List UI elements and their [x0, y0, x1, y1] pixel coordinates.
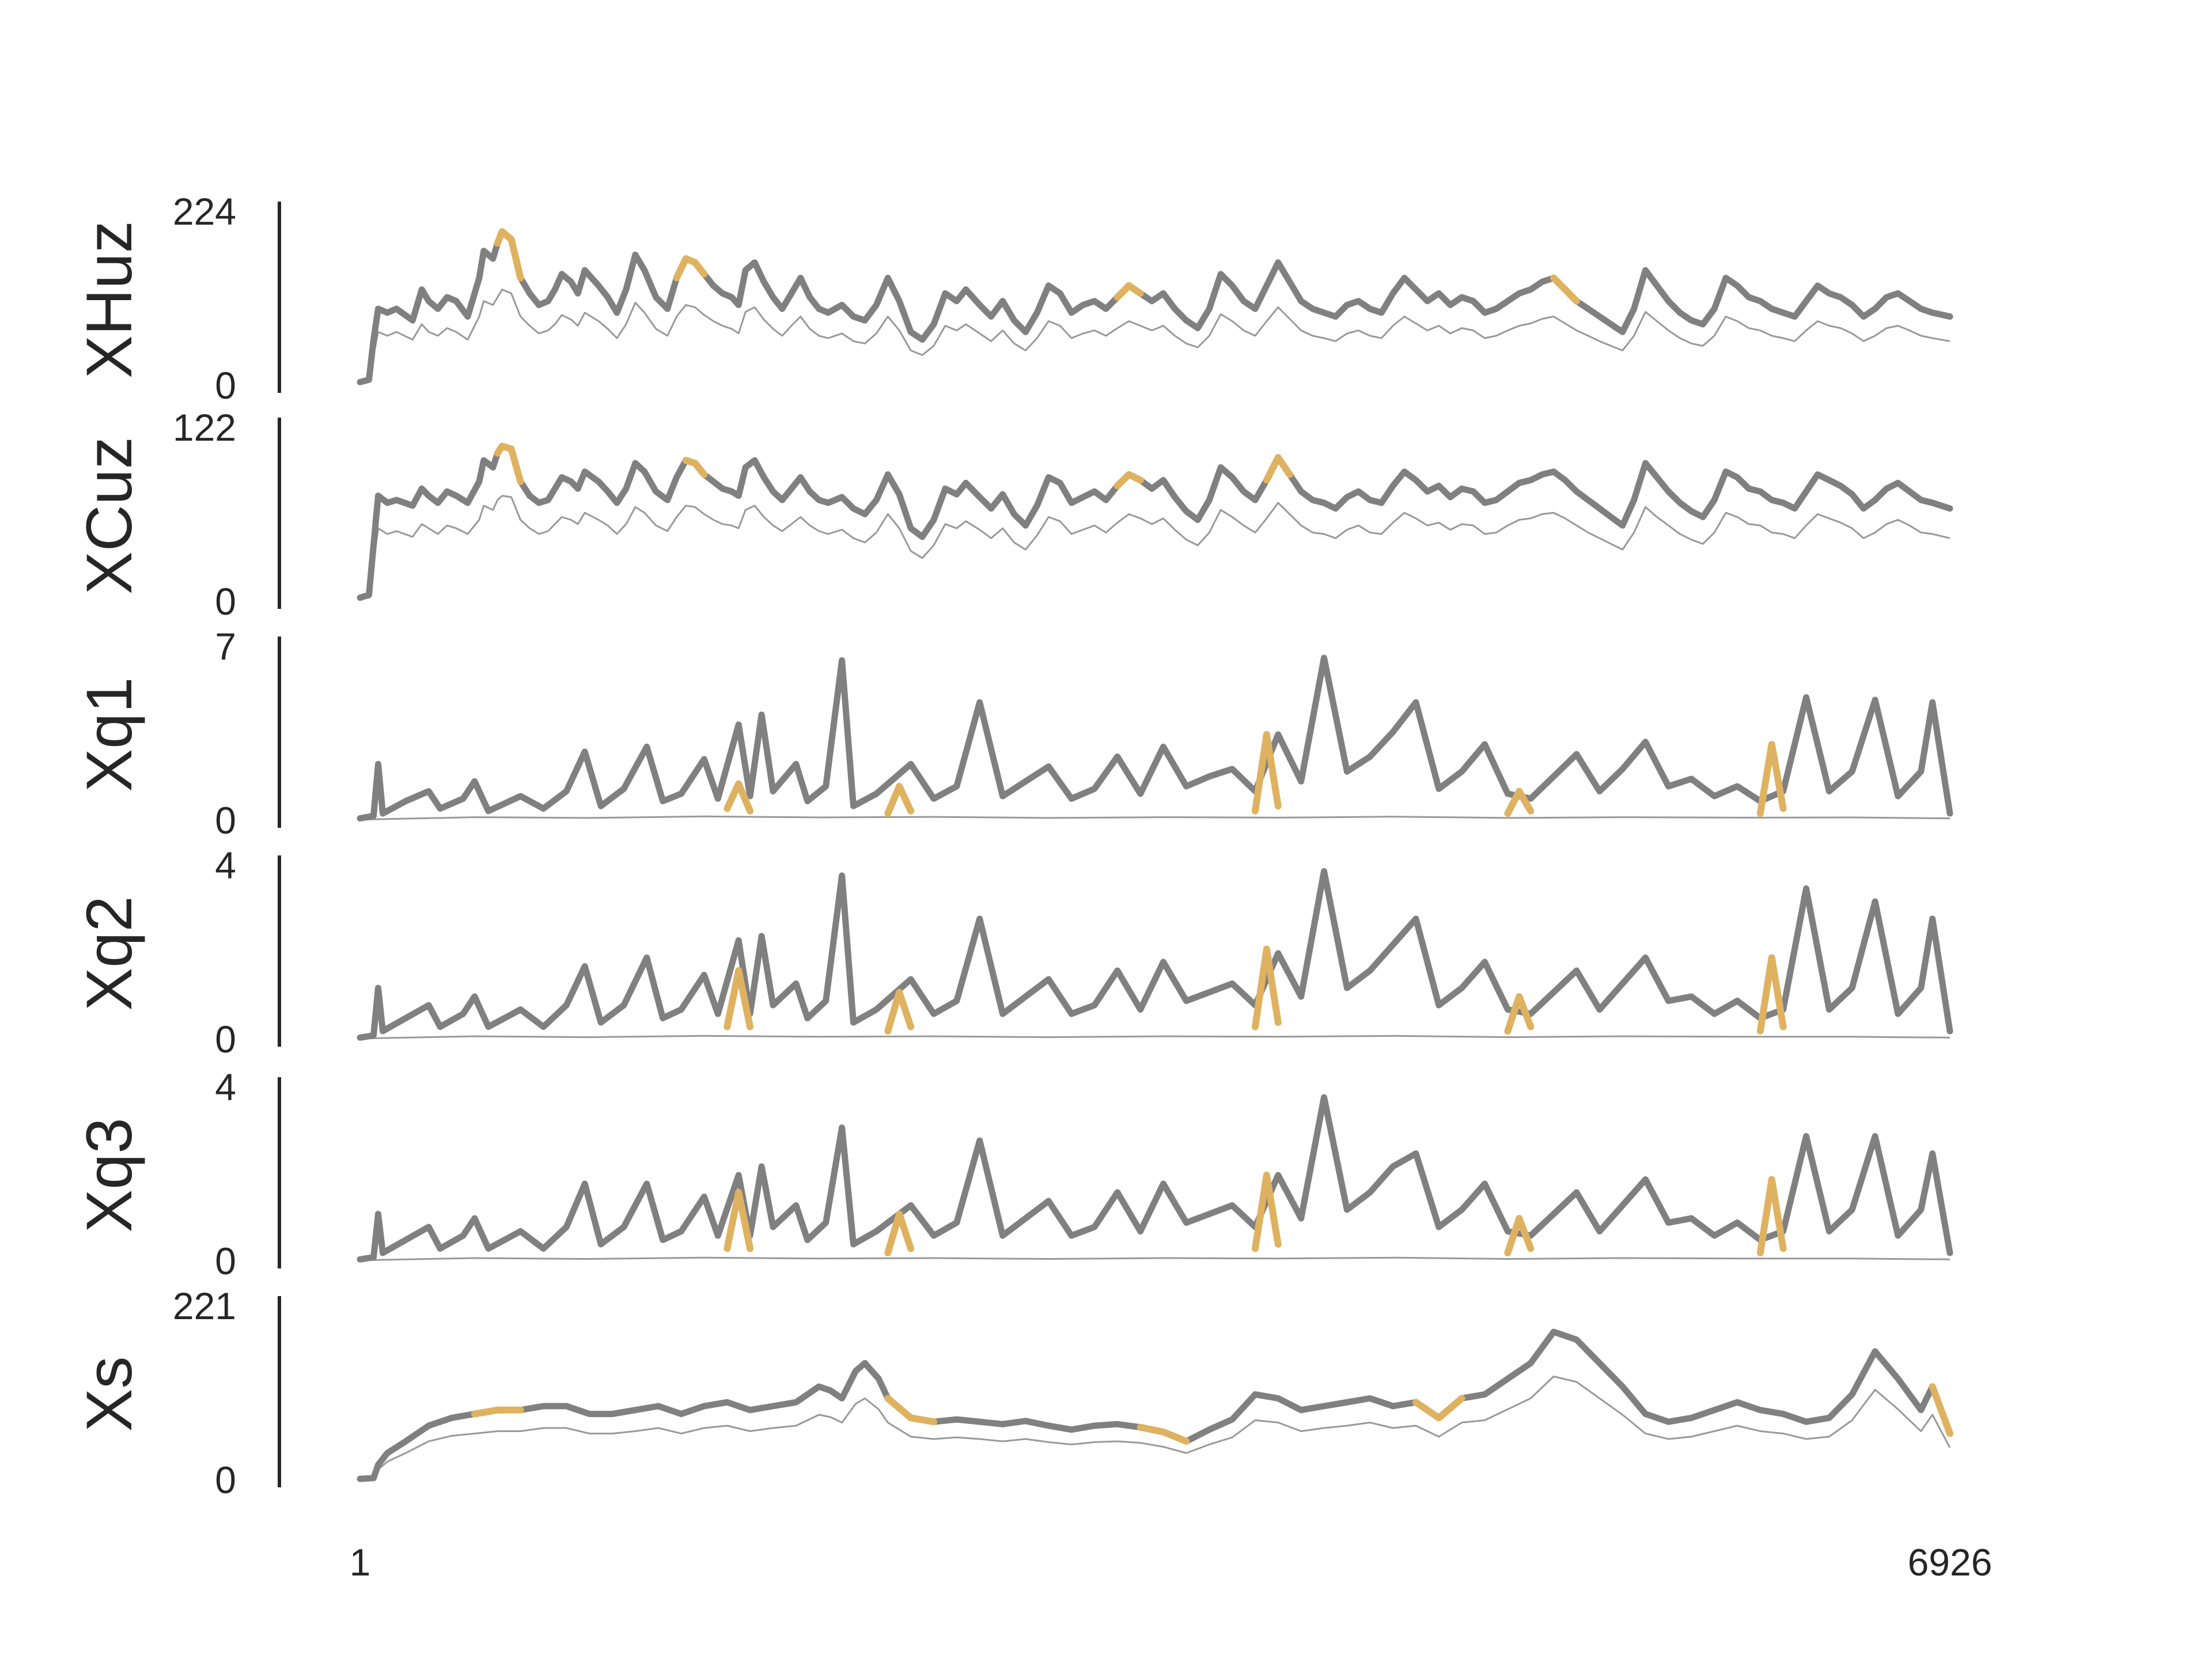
series-highlight-xcuz-1 — [682, 457, 708, 478]
series-highlight-xq1-4 — [1756, 741, 1787, 817]
series-highlight-xs-4 — [1929, 1383, 1953, 1437]
series-thick-xq1 — [357, 654, 1953, 822]
series-thick-xhuz — [357, 228, 1953, 385]
series-highlight-xq3-1 — [884, 1210, 915, 1256]
x-tick-label-end: 6926 — [1908, 1541, 1993, 1584]
x-tick-label-start: 1 — [350, 1541, 371, 1584]
series-highlight-xq2-3 — [1504, 993, 1535, 1035]
y-tick-label-max-xq2: 4 — [215, 844, 236, 887]
series-thin-xq3 — [359, 1256, 1950, 1262]
series-highlight-xq2-4 — [1756, 954, 1787, 1035]
series-highlight-xq3-3 — [1504, 1215, 1535, 1256]
series-highlight-xcuz-2 — [1113, 471, 1144, 490]
y-tick-label-max-xcuz: 122 — [173, 406, 236, 449]
series-thick-xq3 — [357, 1094, 1953, 1263]
panel-xcuz: 122 0 XCuz — [73, 406, 1953, 623]
series-highlight-xhuz-1 — [673, 255, 708, 282]
series-thin-xhuz — [359, 289, 1950, 385]
panel-xq1: 7 0 Xq1 — [73, 625, 1953, 842]
series-highlight-xs-0 — [471, 1406, 524, 1418]
panel-xq3: 4 0 Xq3 — [73, 1066, 1953, 1282]
y-tick-label-max-xq1: 7 — [215, 625, 236, 668]
y-tick-label-min-xq3: 0 — [215, 1240, 236, 1282]
series-thick-xq2 — [357, 868, 1953, 1041]
series-highlight-xq2-2 — [1252, 945, 1282, 1031]
series-highlight-xhuz-3 — [1550, 274, 1580, 305]
panel-xq2: 4 0 Xq2 — [73, 844, 1953, 1060]
panel-title-xq2: Xq2 — [73, 896, 145, 1010]
series-highlight-xq1-3 — [1504, 787, 1535, 817]
panel-xs: 221 0 Xs — [73, 1285, 1953, 1501]
panel-title-xcuz: XCuz — [73, 437, 145, 594]
series-highlight-xq1-1 — [884, 783, 915, 817]
series-highlight-xcuz-3 — [1263, 454, 1293, 484]
series-thin-xcuz — [359, 495, 1950, 600]
series-highlight-xs-1 — [884, 1395, 937, 1426]
panel-title-xhuz: XHuz — [73, 221, 145, 378]
series-highlight-xhuz-2 — [1113, 282, 1144, 301]
series-highlight-xq2-1 — [884, 988, 915, 1035]
panel-title-xs: Xs — [73, 1357, 145, 1432]
y-tick-label-max-xhuz: 224 — [173, 190, 236, 233]
panel-xhuz: 224 0 XHuz — [73, 190, 1953, 407]
y-tick-label-min-xs: 0 — [215, 1459, 236, 1501]
series-highlight-xs-3 — [1412, 1395, 1465, 1422]
series-highlight-xq2-0 — [724, 967, 754, 1031]
series-highlight-xcuz-0 — [494, 442, 524, 485]
series-highlight-xq3-0 — [724, 1189, 754, 1252]
y-tick-label-min-xq1: 0 — [215, 799, 236, 842]
series-thin-xq1 — [359, 815, 1950, 821]
y-tick-label-max-xq3: 4 — [215, 1066, 236, 1108]
x-axis: 1 6926 — [350, 1541, 1993, 1584]
series-highlight-xs-2 — [1137, 1423, 1190, 1445]
series-thin-xs — [359, 1376, 1951, 1481]
series-highlight-xq1-2 — [1252, 731, 1282, 815]
y-tick-label-max-xs: 221 — [173, 1285, 236, 1327]
y-tick-label-min-xcuz: 0 — [215, 580, 236, 623]
series-thick-xcuz — [357, 443, 1953, 601]
panel-title-xq3: Xq3 — [73, 1118, 145, 1232]
y-tick-label-min-xhuz: 0 — [215, 364, 236, 407]
series-thin-xq2 — [359, 1035, 1950, 1040]
panel-title-xq1: Xq1 — [73, 677, 145, 791]
series-highlight-xq3-4 — [1756, 1176, 1787, 1256]
series-highlight-xq1-0 — [724, 780, 754, 815]
series-highlight-xhuz-0 — [494, 228, 524, 282]
series-highlight-xq3-2 — [1252, 1172, 1282, 1252]
y-tick-label-min-xq2: 0 — [215, 1018, 236, 1060]
series-thick-xs — [357, 1328, 1953, 1482]
